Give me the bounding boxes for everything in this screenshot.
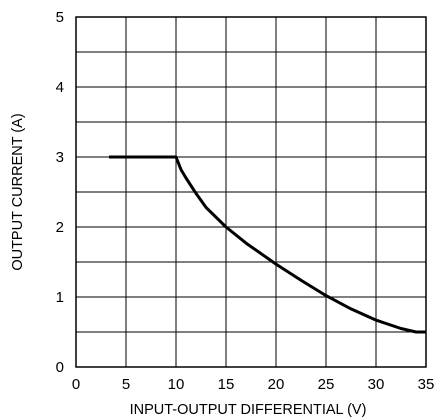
y-tick-label: 1 <box>56 289 64 306</box>
x-tick-label: 20 <box>268 376 285 393</box>
x-tick-label: 30 <box>368 376 385 393</box>
x-tick-label: 0 <box>72 376 80 393</box>
y-tick-label: 2 <box>56 219 64 236</box>
y-axis-label: OUTPUT CURRENT (A) <box>10 113 26 270</box>
series-line <box>109 155 426 334</box>
y-tick-label: 0 <box>56 359 64 376</box>
y-tick-label: 4 <box>56 79 64 96</box>
y-tick-labels: 0 1 2 3 4 5 <box>56 9 64 376</box>
x-axis-label: INPUT-OUTPUT DIFFERENTIAL (V) <box>130 402 367 418</box>
x-tick-label: 35 <box>418 376 435 393</box>
x-tick-label: 5 <box>122 376 130 393</box>
grid <box>75 16 427 368</box>
y-tick-label: 5 <box>56 9 64 26</box>
y-tick-label: 3 <box>56 149 64 166</box>
x-tick-labels: 0 5 10 15 20 25 30 35 <box>72 376 435 393</box>
series-layer <box>109 155 426 334</box>
x-tick-label: 25 <box>318 376 335 393</box>
x-tick-label: 15 <box>218 376 235 393</box>
plot-frame <box>75 16 427 368</box>
x-tick-label: 10 <box>168 376 185 393</box>
